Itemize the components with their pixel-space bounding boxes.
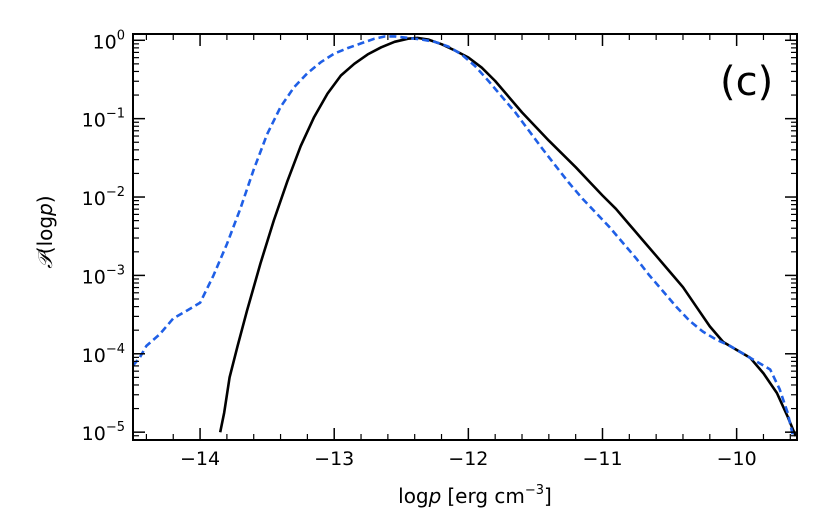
series-line-solid-black: [218, 36, 797, 437]
y-tick-label: 100: [93, 28, 125, 53]
x-tick-label: −14: [180, 448, 220, 470]
x-axis-label: logp [erg cm−3]: [398, 483, 552, 508]
series-line-dashed-blue: [132, 35, 795, 437]
y-axis-label-var: p: [33, 203, 57, 217]
y-axis-label: 𝒫(logp): [33, 195, 57, 268]
x-axis-label-exp: −3: [525, 483, 544, 498]
y-tick-label: 10−3: [82, 263, 125, 288]
y-tick-label: 10−2: [82, 185, 125, 210]
plot-frame: [132, 33, 798, 441]
panel-label: (c): [720, 59, 773, 105]
series-layer: [132, 35, 797, 437]
y-axis-label-close: ): [33, 195, 57, 203]
x-axis-label-units: [erg cm: [447, 484, 525, 508]
x-axis-label-close: ]: [544, 484, 552, 508]
labels-layer: −14 −13 −12 −11 −10 100 10−1 10−2 10−3 10−4 10−5: [82, 28, 757, 470]
y-tick-label: 10−4: [82, 342, 125, 367]
x-axis-label-var: p: [428, 484, 442, 508]
x-tick-label: −10: [717, 448, 757, 470]
x-tick-label: −13: [314, 448, 354, 470]
ticks-layer: [133, 34, 797, 441]
x-axis-label-log: log: [398, 484, 429, 508]
y-tick-label: 10−5: [82, 420, 125, 445]
x-tick-label: −12: [448, 448, 488, 470]
y-axis-label-open: (log: [33, 216, 57, 254]
x-tick-label: −11: [582, 448, 622, 470]
y-tick-label: 10−1: [82, 107, 125, 132]
